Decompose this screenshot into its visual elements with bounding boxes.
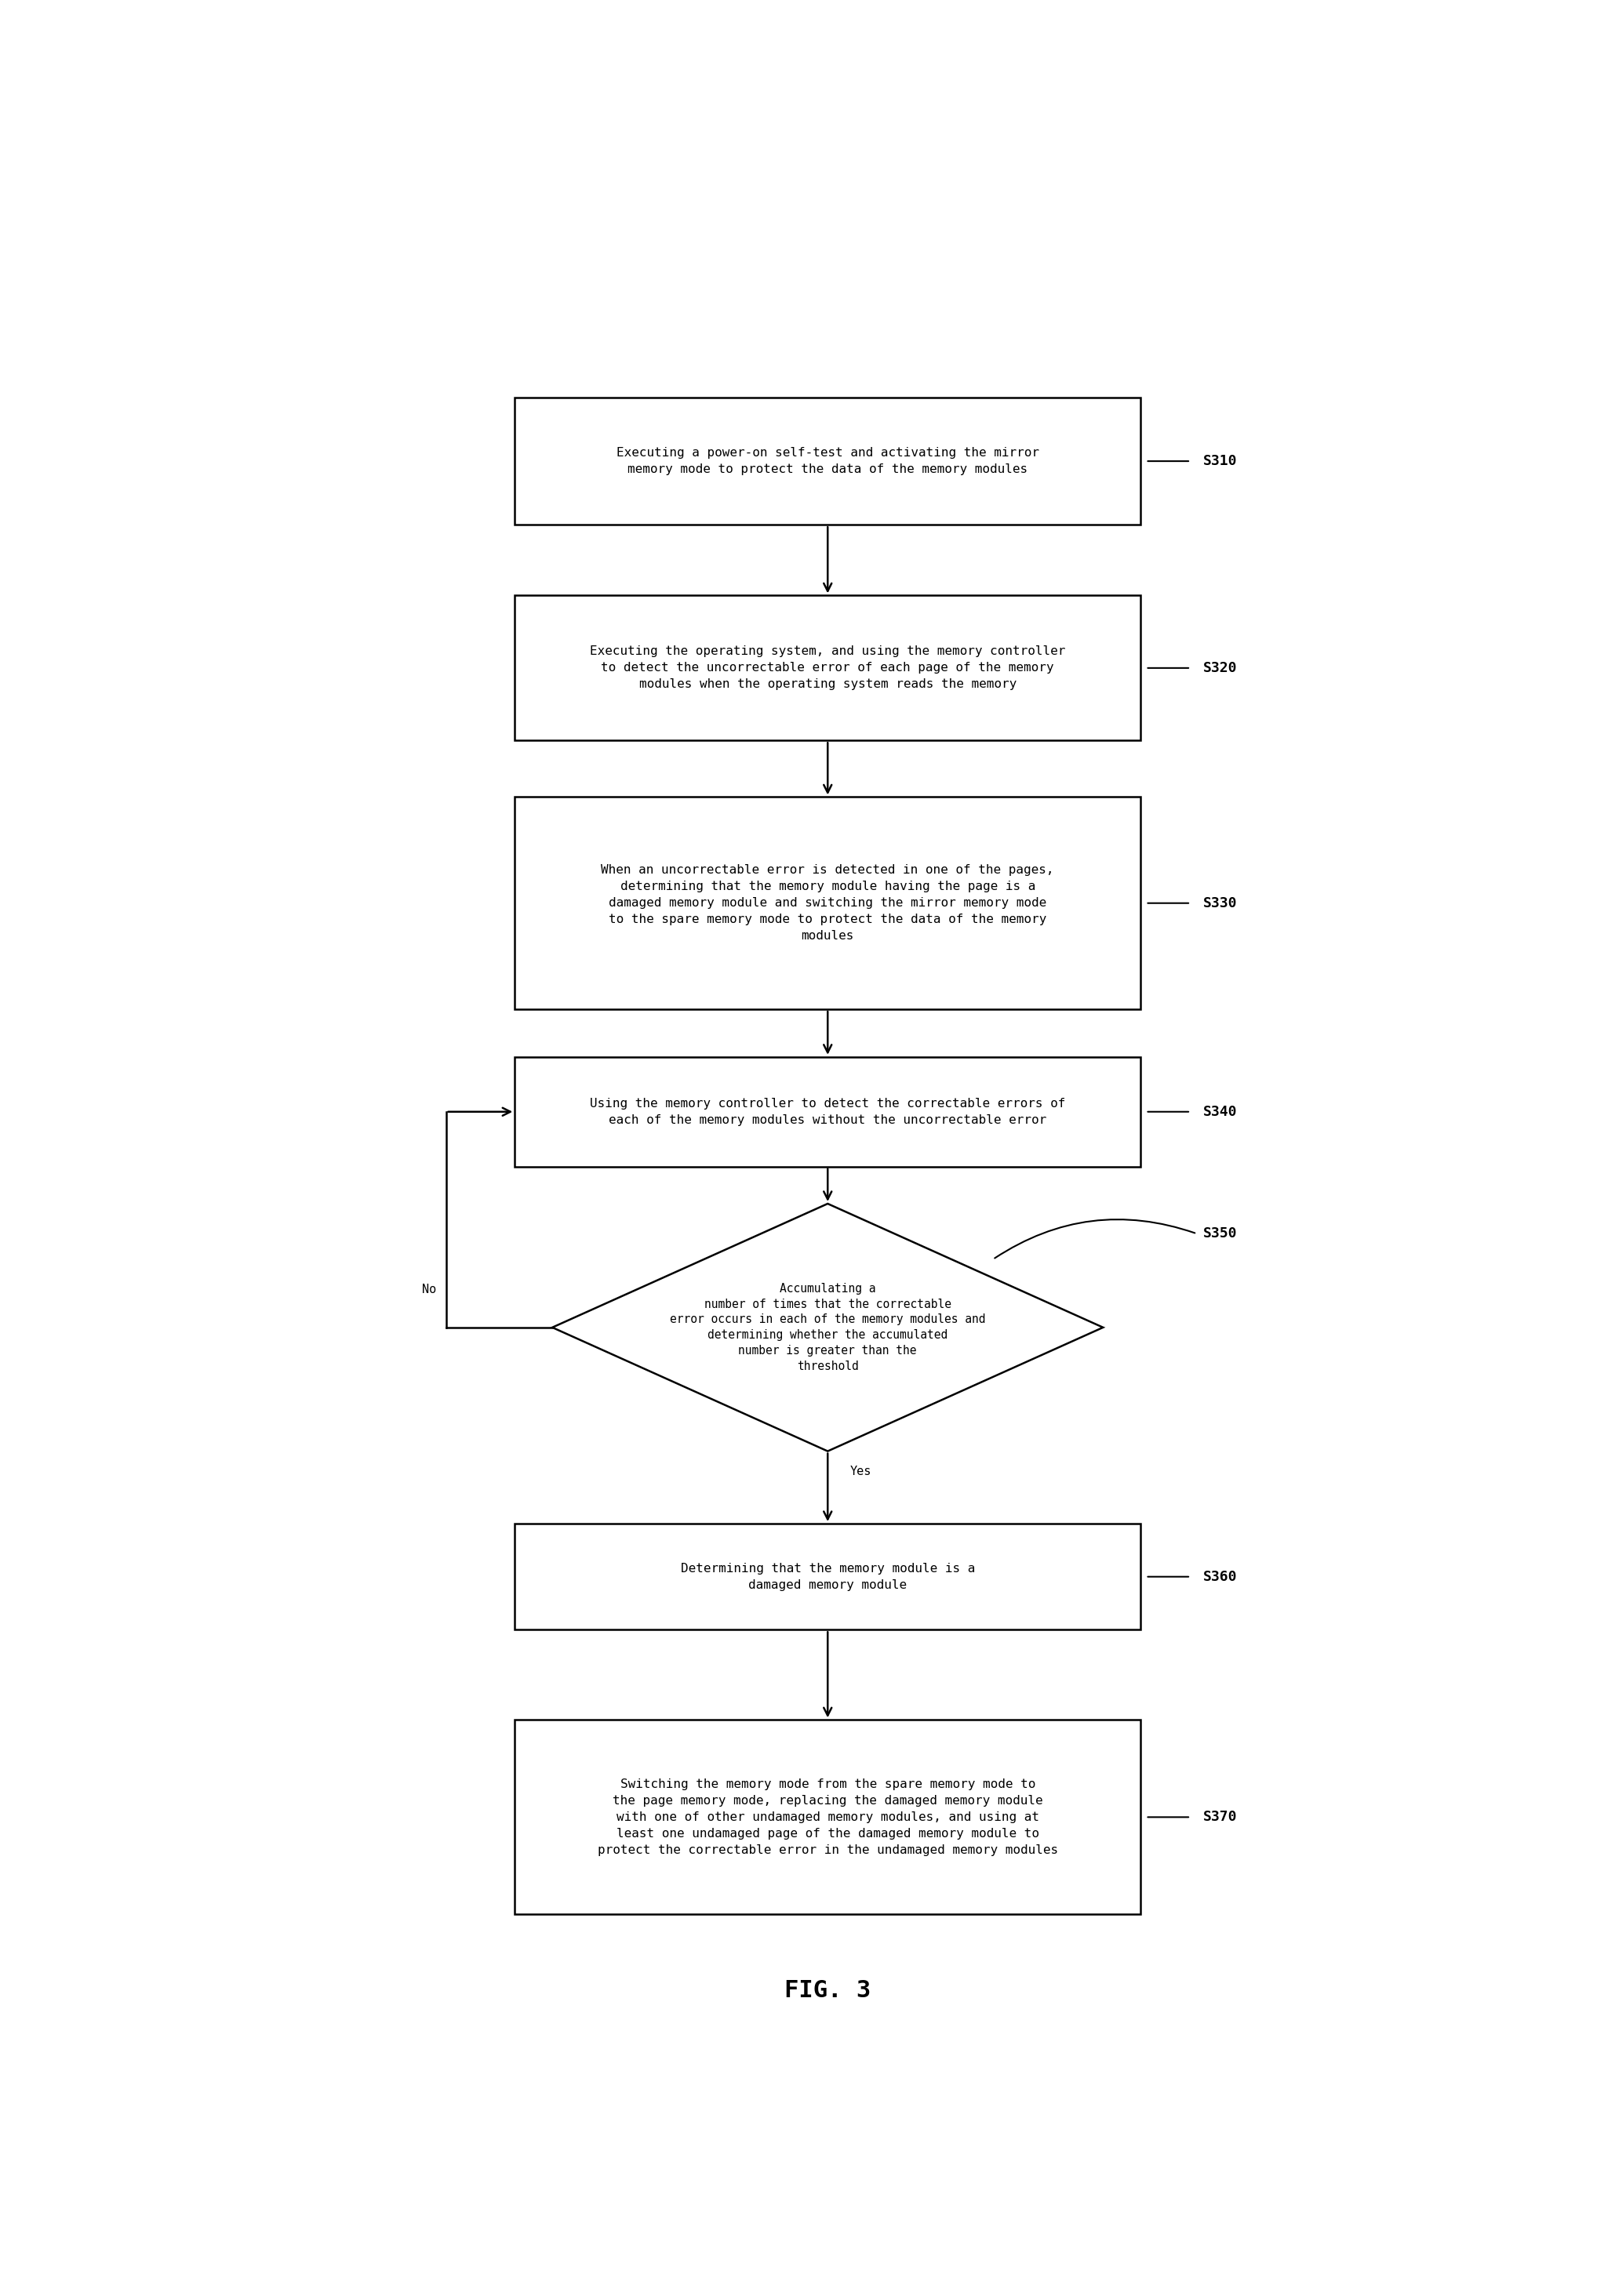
FancyBboxPatch shape	[515, 1720, 1140, 1915]
FancyBboxPatch shape	[515, 397, 1140, 526]
Text: Executing a power-on self-test and activating the mirror
memory mode to protect : Executing a power-on self-test and activ…	[617, 448, 1038, 475]
Text: S360: S360	[1203, 1570, 1237, 1584]
Text: S320: S320	[1203, 661, 1237, 675]
Text: S340: S340	[1203, 1104, 1237, 1118]
Text: Switching the memory mode from the spare memory mode to
the page memory mode, re: Switching the memory mode from the spare…	[598, 1779, 1058, 1855]
Text: When an uncorrectable error is detected in one of the pages,
determining that th: When an uncorrectable error is detected …	[601, 863, 1055, 941]
Text: Determining that the memory module is a
damaged memory module: Determining that the memory module is a …	[680, 1564, 975, 1591]
Text: S370: S370	[1203, 1809, 1237, 1825]
Text: FIG. 3: FIG. 3	[785, 1979, 870, 2002]
Text: S350: S350	[1203, 1226, 1237, 1240]
FancyBboxPatch shape	[515, 1056, 1140, 1166]
Text: Yes: Yes	[849, 1465, 872, 1476]
Polygon shape	[552, 1203, 1103, 1451]
FancyBboxPatch shape	[515, 595, 1140, 742]
Text: S310: S310	[1203, 455, 1237, 468]
Text: Accumulating a
number of times that the correctable
error occurs in each of the : Accumulating a number of times that the …	[670, 1283, 985, 1373]
FancyBboxPatch shape	[515, 1525, 1140, 1630]
Text: S330: S330	[1203, 895, 1237, 909]
FancyBboxPatch shape	[515, 797, 1140, 1010]
Text: Executing the operating system, and using the memory controller
to detect the un: Executing the operating system, and usin…	[589, 645, 1066, 691]
Text: Using the memory controller to detect the correctable errors of
each of the memo: Using the memory controller to detect th…	[589, 1097, 1066, 1125]
Text: No: No	[422, 1283, 436, 1295]
